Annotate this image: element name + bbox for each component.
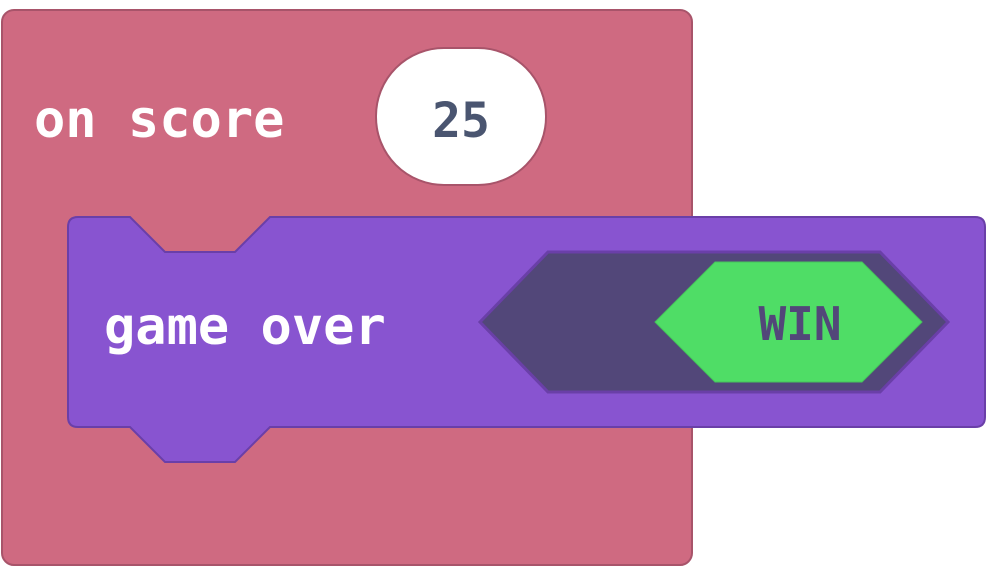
win-lose-slot[interactable]: WIN [477,250,951,394]
score-value: 25 [432,93,490,149]
game-over-block[interactable]: game over WIN [67,216,986,463]
win-label: WIN [758,297,841,351]
win-dropdown[interactable]: WIN [654,261,923,383]
game-over-label: game over [104,297,386,357]
score-value-input[interactable]: 25 [375,47,547,186]
event-block-label: on score [34,90,284,150]
